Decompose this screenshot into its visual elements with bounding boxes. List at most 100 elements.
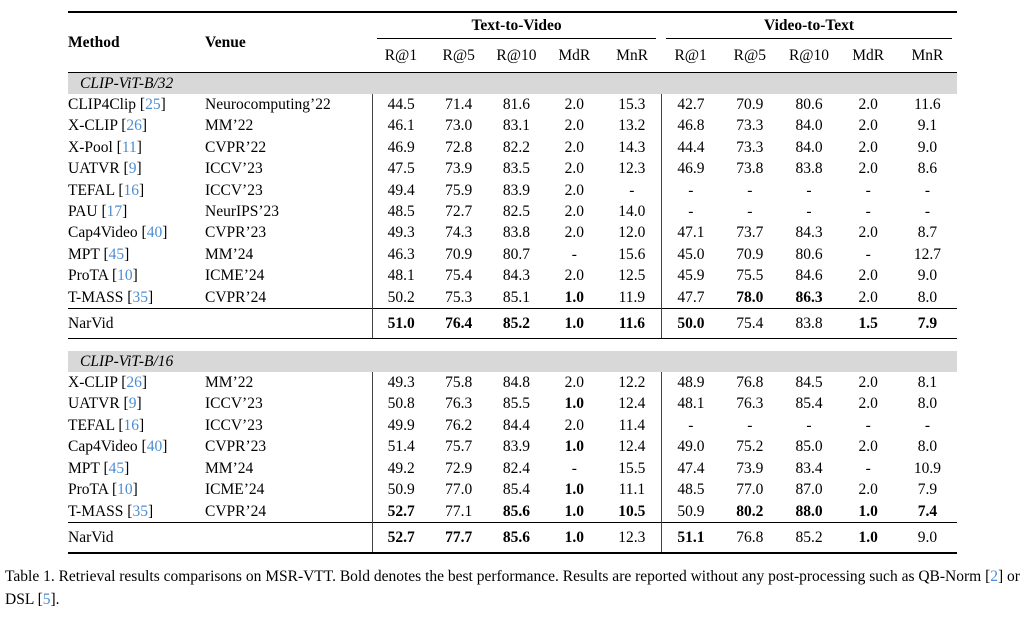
metric-cell-v2t-3: 2.0 [858,267,878,285]
citation-link[interactable]: 10 [117,267,133,285]
metric-cell-t2v-3: 1.0 [564,288,584,306]
metric-cell-t2v-0: 44.5 [371,94,430,116]
method-cell: MPT [45] [68,459,130,477]
metric-cell-t2v-1: 75.9 [445,181,473,199]
citation-link[interactable]: 17 [106,203,123,221]
metric-cell-t2v-0: 52.7 [371,500,430,523]
metric-header-v2t-r1: R@1 [661,43,721,73]
metric-cell-t2v-2: 84.8 [502,374,531,392]
venue-cell: CVPR’22 [205,138,267,156]
method-cell: TEFAL [16] [68,416,145,434]
metric-cell-t2v-4: 15.5 [618,459,646,477]
citation-link[interactable]: 9 [128,395,137,413]
citation-link[interactable]: 26 [126,117,142,135]
narvid-row: NarVid 51.0 76.4 85.2 1.0 11.6 50.0 75.4 83.8 1.5… [68,308,958,340]
citation-link[interactable]: 5 [42,590,51,608]
metric-cell-v2t-1: 70.9 [736,96,764,113]
table-caption: Table 1. Retrieval results comparisons o… [5,566,1021,611]
table-header: Method Venue Text-to-Video Video-to-Text… [68,11,958,73]
citation-link[interactable]: 35 [132,502,148,520]
citation-link[interactable]: 11 [121,138,137,156]
metric-cell-t2v-1: 75.7 [445,438,473,456]
method-cell: X-CLIP [26] [68,374,148,392]
method-cell: T-MASS [35] [68,288,154,306]
metric-cell-t2v-3: 2.0 [564,203,584,221]
metric-cell-v2t-2: 84.6 [795,267,823,285]
metric-cell-t2v-4: 12.5 [618,267,646,285]
metric-cell-t2v-3: - [571,459,577,477]
citation-link[interactable]: 35 [132,288,148,306]
metric-cell-t2v-0: 47.5 [371,158,430,180]
method-cell: NarVid [68,521,205,554]
venue-cell: ICME’24 [205,481,265,499]
metric-cell-t2v-1: 75.4 [445,267,473,285]
metric-cell-v2t-0: 51.1 [660,521,721,554]
metric-cell-t2v-2: 85.1 [502,288,531,306]
metric-cell-t2v-1: 76.2 [445,416,473,434]
citation-link[interactable]: 16 [123,416,140,434]
metric-cell-v2t-2: 83.4 [795,459,823,477]
metric-cell-v2t-3: 2.0 [858,481,878,499]
metric-cell-v2t-3: 2.0 [858,438,878,456]
metric-cell-t2v-2: 85.4 [502,481,531,499]
metric-cell-t2v-4: 14.3 [618,138,646,156]
metric-cell-t2v-0: 51.4 [371,436,430,458]
spacer-cell [68,339,957,352]
metric-cell-t2v-4: 12.3 [618,160,646,178]
metric-header-v2t-r10: R@10 [779,43,839,73]
citation-link[interactable]: 10 [117,481,133,499]
metric-cell-v2t-3: - [865,416,871,434]
metric-cell-v2t-0: - [660,179,721,202]
metric-cell-v2t-1: 73.7 [736,224,764,242]
table-row: X-Pool [11] CVPR’22 46.9 72.8 82.2 2.0 14.3 44.… [68,136,957,159]
citation-link[interactable]: 25 [145,96,161,113]
metric-cell-v2t-1: 76.3 [736,395,764,413]
method-cell: CLIP4Clip [25] [68,96,166,113]
metric-cell-t2v-1: 76.4 [429,308,488,340]
metric-cell-t2v-4: 12.3 [603,521,662,554]
metric-header-v2t-r5: R@5 [720,43,780,73]
metric-cell-v2t-3: 2.0 [858,288,878,306]
table-row: Cap4Video [40] CVPR’23 51.4 75.7 83.9 1.0 12.4… [68,436,957,458]
metric-cell-t2v-1: 77.1 [445,502,473,520]
citation-link[interactable]: 16 [123,181,140,199]
metric-cell-t2v-1: 75.3 [445,288,473,306]
metric-cell-t2v-2: 80.7 [502,245,531,263]
metric-cell-v2t-2: 80.6 [795,96,823,113]
table-row: PAU [17] NeurIPS’23 48.5 72.7 82.5 2.0 14.0- - -… [68,201,957,223]
metric-cell-t2v-0: 49.3 [371,222,430,244]
metric-cell-t2v-1: 72.7 [445,203,473,221]
metric-cell-v2t-4: 8.6 [917,160,938,178]
metric-cell-t2v-1: 75.8 [445,374,473,392]
metric-cell-t2v-1: 72.9 [445,459,473,477]
venue-cell: MM’22 [205,374,254,392]
metric-header-v2t-mnr: MnR [897,43,958,73]
metric-cell-t2v-2: 85.6 [502,502,531,520]
metric-cell-t2v-4: 12.4 [618,438,646,456]
table-row: TEFAL [16] ICCV’23 49.4 75.9 83.9 2.0 - - - - - - [68,179,957,202]
venue-cell [205,521,372,554]
metric-cell-t2v-0: 49.2 [371,457,430,480]
citation-link[interactable]: 9 [128,160,137,178]
citation-link[interactable]: 45 [108,245,125,263]
citation-link[interactable]: 45 [108,459,125,477]
citation-link[interactable]: 26 [126,374,142,392]
metric-cell-v2t-0: 46.8 [660,115,721,137]
venue-column-header: Venue [205,11,372,73]
metric-cell-v2t-3: 2.0 [858,160,878,178]
citation-link[interactable]: 2 [990,568,998,585]
metric-cell-t2v-3: 1.0 [564,438,584,456]
venue-cell: Neurocomputing’22 [205,96,331,113]
citation-link[interactable]: 40 [146,438,163,456]
results-table: Method Venue Text-to-Video Video-to-Text… [68,11,958,554]
metric-cell-v2t-3: 2.0 [858,395,878,413]
metric-cell-t2v-3: 1.0 [564,502,584,520]
citation-link[interactable]: 40 [146,224,163,242]
method-cell: X-Pool [11] [68,138,142,156]
venue-cell: CVPR’23 [205,438,267,456]
metric-cell-t2v-4: 11.6 [603,308,662,340]
metric-cell-v2t-0: 48.9 [660,372,721,394]
method-cell: X-CLIP [26] [68,117,148,135]
method-cell: T-MASS [35] [68,502,154,520]
method-column-header: Method [68,11,205,73]
